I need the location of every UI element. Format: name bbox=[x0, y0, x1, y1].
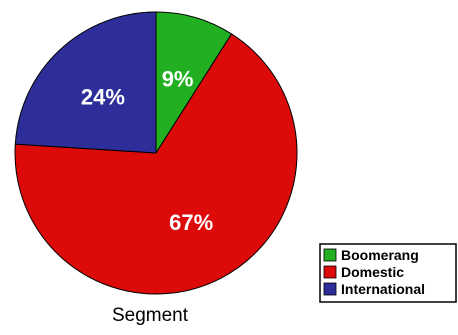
slice-value-label-boomerang: 9% bbox=[162, 67, 194, 92]
x-axis-label: Segment bbox=[112, 305, 189, 326]
legend-label-international: International bbox=[341, 281, 425, 297]
pie-slice-domestic bbox=[14, 33, 298, 295]
pie-slices bbox=[14, 11, 298, 295]
legend-swatch-international bbox=[323, 282, 337, 296]
pie-slice-international bbox=[14, 11, 157, 154]
legend-swatch-boomerang bbox=[323, 248, 337, 262]
legend-swatch-domestic bbox=[323, 265, 337, 279]
pie-value-labels: 9% 67% 24% bbox=[81, 67, 213, 236]
slice-value-label-international: 24% bbox=[81, 85, 125, 110]
legend-label-boomerang: Boomerang bbox=[341, 247, 419, 263]
pie-slice-boomerang bbox=[155, 11, 233, 155]
slice-value-label-domestic: 67% bbox=[169, 210, 213, 235]
legend-label-domestic: Domestic bbox=[341, 264, 404, 280]
legend-box bbox=[319, 243, 457, 303]
